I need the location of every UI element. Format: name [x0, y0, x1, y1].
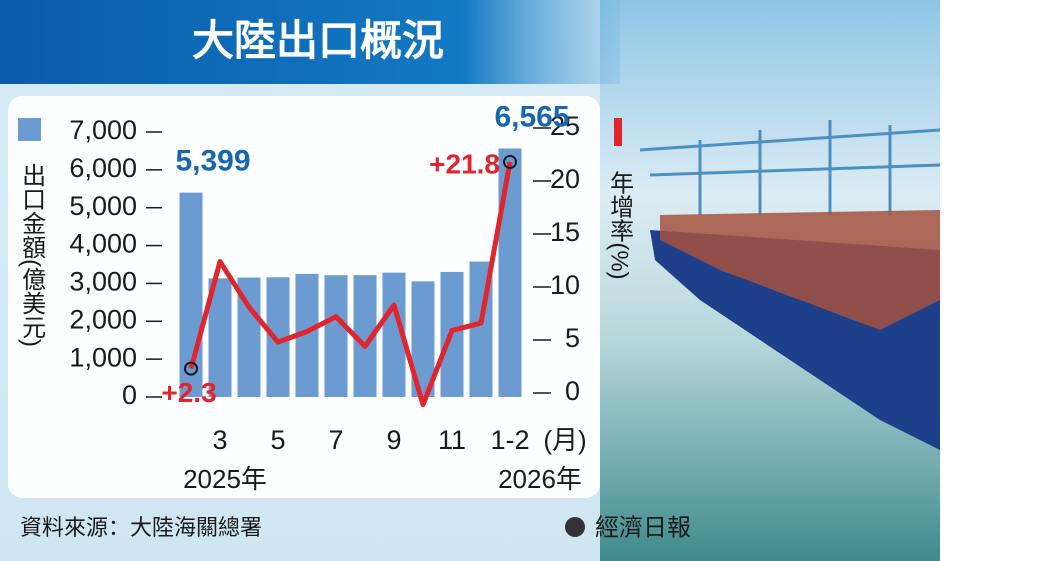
year-label: 2026年	[498, 464, 582, 494]
y-tick-label: 4,000	[69, 229, 137, 259]
line-key	[614, 118, 622, 146]
line-value-label: +21.8	[429, 148, 500, 179]
y-tick-label: 7,000	[69, 115, 137, 145]
y2-tick-label: 5	[565, 323, 580, 353]
bar-key	[18, 118, 41, 141]
bar	[237, 277, 261, 397]
bar	[295, 273, 319, 397]
x-tick-label: 1-2	[490, 425, 529, 455]
chart-title: 大陸出口概況	[192, 17, 444, 64]
line-point	[503, 154, 517, 169]
bar	[498, 148, 522, 397]
y-tick-label: 6,000	[69, 153, 137, 183]
bar	[208, 278, 232, 397]
x-unit: (月)	[543, 425, 586, 455]
brand: 經濟日報	[595, 514, 691, 541]
y2-tick-label: 25	[550, 111, 580, 141]
source: 資料來源：大陸海關總署	[20, 515, 262, 540]
line-point	[184, 361, 198, 376]
x-tick-label: 3	[212, 425, 227, 455]
y-tick-label: 1,000	[69, 342, 137, 372]
y2-tick-label: 15	[550, 217, 580, 247]
bar	[266, 277, 290, 397]
y2-tick-label: 20	[550, 164, 580, 194]
x-tick-label: 9	[386, 425, 401, 455]
bar-value-label: 5,399	[175, 145, 250, 178]
x-tick-label: 5	[270, 425, 285, 455]
photo-containers	[660, 210, 940, 330]
bar	[353, 275, 377, 397]
y-tick-label: 5,000	[69, 191, 137, 221]
y-tick-label: 0	[122, 380, 137, 410]
y-tick-label: 2,000	[69, 304, 137, 334]
bar	[324, 275, 348, 397]
y2-axis-title: 年增率(%)	[606, 170, 634, 279]
x-tick-label: 7	[328, 425, 343, 455]
y-axis-title: 出口金額(億美元)	[18, 163, 46, 347]
header-bar	[0, 0, 620, 84]
x-tick-label: 11	[438, 425, 466, 455]
bar	[411, 281, 435, 397]
y2-tick-label: 0	[565, 376, 580, 406]
bar	[382, 272, 406, 397]
year-label: 2025年	[183, 464, 267, 494]
photo-ship	[639, 120, 941, 215]
line-value-label: +2.3	[161, 377, 216, 408]
y-tick-label: 3,000	[69, 267, 137, 297]
line	[188, 161, 513, 408]
bar-value-label: 6,565	[494, 100, 569, 133]
brand-logo	[565, 517, 585, 537]
y2-tick-label: 10	[550, 270, 580, 300]
